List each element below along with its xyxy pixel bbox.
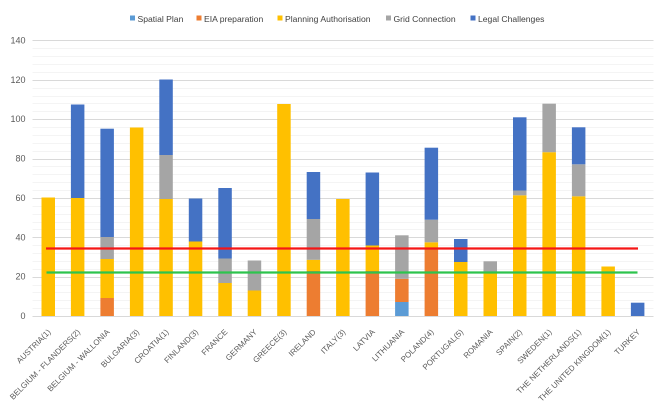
svg-text:120: 120 [10, 75, 25, 85]
svg-text:Grid Connection: Grid Connection [394, 14, 456, 24]
svg-text:20: 20 [15, 272, 25, 282]
svg-text:60: 60 [15, 193, 25, 203]
svg-text:140: 140 [10, 35, 25, 45]
svg-text:100: 100 [10, 114, 25, 124]
svg-text:80: 80 [15, 154, 25, 164]
svg-text:40: 40 [15, 232, 25, 242]
svg-text:EIA preparation: EIA preparation [204, 14, 263, 24]
svg-text:Legal Challenges: Legal Challenges [478, 14, 544, 24]
svg-text:Spatial Plan: Spatial Plan [138, 14, 184, 24]
svg-text:0: 0 [20, 311, 25, 321]
svg-text:Planning Authorisation: Planning Authorisation [285, 14, 371, 24]
